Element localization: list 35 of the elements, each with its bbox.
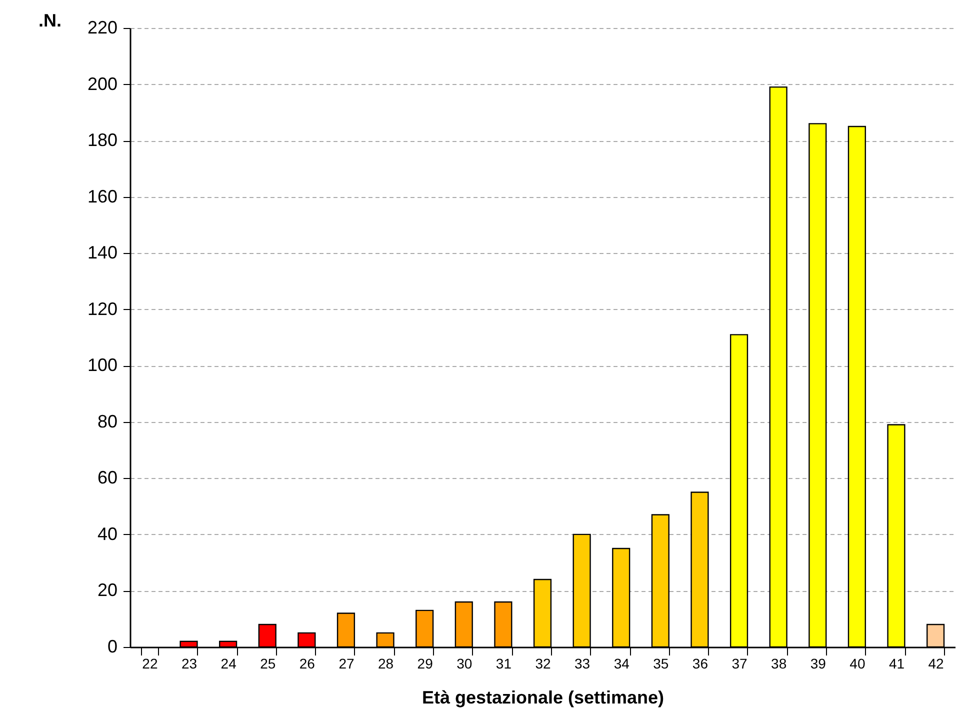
x-tick-label: 32 [535, 656, 551, 672]
x-tick-label: 36 [692, 656, 708, 672]
x-tick-label: 27 [338, 656, 354, 672]
x-tick-label: 31 [496, 656, 512, 672]
x-tick-label: 39 [810, 656, 826, 672]
x-tick-label: 33 [574, 656, 590, 672]
y-tick-label: 60 [97, 468, 118, 488]
x-tick-label: 35 [653, 656, 669, 672]
y-tick-label: 40 [97, 524, 118, 544]
y-tick-label: 140 [87, 242, 118, 263]
x-tick-label: 24 [220, 656, 237, 672]
y-tick-label: 180 [87, 130, 118, 150]
x-tick-label: 23 [181, 656, 198, 672]
x-tick-label: 26 [299, 656, 316, 672]
y-axis-title: .N. [38, 10, 62, 30]
x-tick-label: 25 [260, 656, 276, 672]
y-tick-label: 0 [107, 636, 118, 656]
y-tick-label: 80 [97, 411, 118, 432]
x-tick-label: 28 [378, 656, 394, 672]
x-tick-label: 22 [142, 656, 158, 672]
y-tick-label: 100 [87, 355, 118, 376]
x-tick-label: 40 [850, 656, 866, 672]
x-tick-label: 29 [417, 656, 434, 672]
y-tick-label: 160 [87, 186, 118, 206]
x-tick-label: 37 [732, 656, 748, 672]
x-tick-label: 38 [771, 656, 787, 672]
x-tick-label: 41 [888, 656, 905, 672]
y-tick-label: 120 [87, 298, 118, 319]
x-tick-label: 30 [456, 656, 472, 672]
x-tick-label: 42 [928, 656, 944, 672]
y-tick-label: 20 [97, 580, 118, 600]
y-tick-label: 220 [87, 18, 118, 38]
y-tick-label: 200 [87, 74, 118, 94]
x-tick-label: 34 [614, 656, 630, 672]
x-axis-title: Età gestazionale (settimane) [422, 688, 664, 708]
